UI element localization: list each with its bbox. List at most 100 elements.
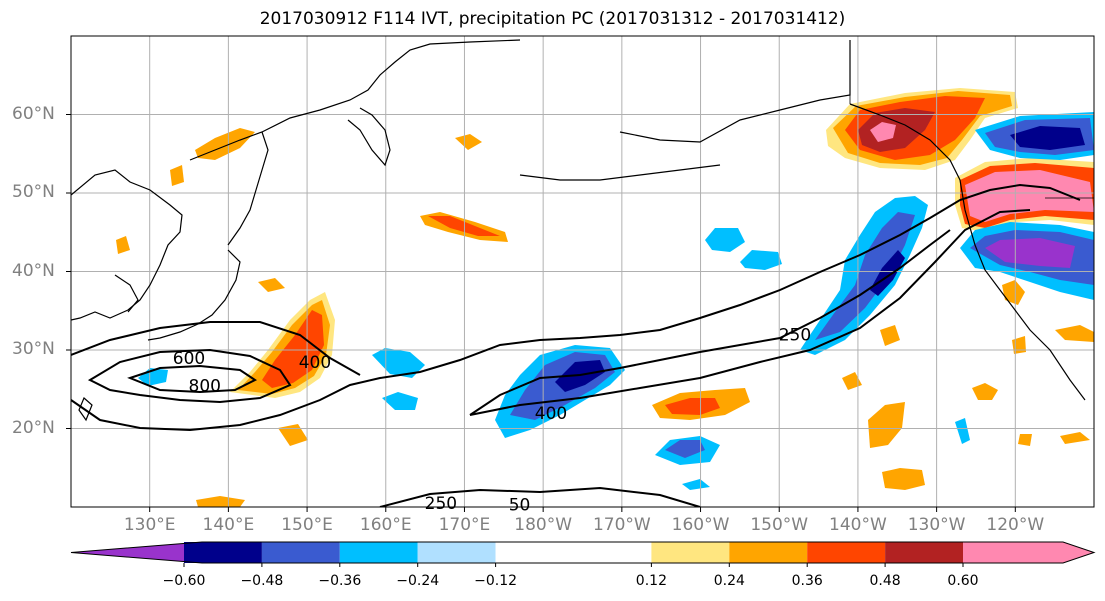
coast-asia-mainland bbox=[71, 169, 183, 321]
ivt-contour-label: 800 bbox=[189, 376, 221, 396]
shade-pos-alaska-core bbox=[858, 108, 935, 152]
colorbar-swatch bbox=[885, 542, 963, 563]
colorbar bbox=[70, 541, 1096, 567]
lon-label: 160°E bbox=[359, 515, 412, 535]
shade-neg-band-core bbox=[870, 250, 905, 296]
coast-kamchatka bbox=[347, 107, 391, 167]
coast-japan bbox=[147, 249, 241, 341]
shade-pos-small-19 bbox=[1018, 434, 1032, 446]
colorbar-swatch bbox=[184, 542, 262, 563]
lon-label: 150°E bbox=[281, 515, 333, 535]
coast-aleutians bbox=[519, 164, 721, 181]
lon-label: 140°W bbox=[829, 515, 887, 535]
colorbar-tick-label: 0.24 bbox=[713, 573, 745, 589]
lon-label: 130°E bbox=[123, 515, 176, 535]
ivt-contour-250-south bbox=[379, 486, 701, 507]
coast-alaska-south bbox=[849, 103, 1086, 401]
colorbar-tick-label: −0.48 bbox=[240, 573, 284, 589]
ivt-contour-label: 600 bbox=[173, 349, 205, 369]
ivt-contour-label: 250 bbox=[779, 325, 811, 345]
shade-neg-small-3 bbox=[372, 348, 425, 378]
coast-asia-north bbox=[189, 39, 521, 161]
colorbar-swatch bbox=[651, 542, 730, 563]
lon-label: 140°E bbox=[202, 515, 255, 535]
lat-label: 30°N bbox=[12, 339, 55, 359]
precipitation-pc-shading bbox=[116, 88, 1094, 507]
colorbar-swatch bbox=[71, 542, 202, 563]
colorbar-swatch bbox=[339, 542, 418, 563]
lon-label: 170°W bbox=[592, 515, 651, 535]
colorbar-tick-label: −0.12 bbox=[474, 573, 518, 589]
colorbar-swatch bbox=[729, 542, 808, 563]
colorbar-tick-label: 0.12 bbox=[635, 573, 667, 589]
colorbar-swatch bbox=[807, 542, 886, 563]
shade-neg-small-4 bbox=[382, 392, 418, 410]
shade-pos-alaska-peak bbox=[870, 122, 896, 142]
shade-pos-small-15 bbox=[116, 236, 130, 254]
colorbar-outline bbox=[70, 541, 1096, 564]
ivt-contour-800 bbox=[127, 364, 257, 394]
colorbar-tick-label: 0.48 bbox=[869, 573, 901, 589]
map-gridlines bbox=[71, 36, 1094, 507]
shade-pos-small-18 bbox=[880, 325, 900, 346]
shade-neg-band-mid bbox=[815, 212, 915, 340]
coast-asia-east bbox=[227, 131, 269, 246]
lat-label: 20°N bbox=[12, 417, 55, 438]
shade-neg-south-2 bbox=[955, 418, 970, 444]
country-borders bbox=[849, 40, 1094, 199]
lat-label: 40°N bbox=[12, 260, 55, 281]
shade-pos-small-14 bbox=[170, 165, 184, 186]
ivt-contour-250-north bbox=[71, 321, 361, 376]
colorbar-tick-label: 0.36 bbox=[791, 573, 823, 589]
shade-neg-uswest-core bbox=[985, 238, 1075, 268]
shade-pos-small-13 bbox=[258, 278, 285, 292]
shade-neg-canada-core bbox=[1010, 126, 1085, 150]
coast-korea bbox=[114, 274, 139, 313]
ivt-contour-250-west bbox=[71, 183, 1081, 432]
ivt-contour-label: 250 bbox=[425, 494, 457, 514]
lon-label: 120°W bbox=[986, 515, 1045, 535]
lat-label: 50°N bbox=[12, 182, 55, 202]
ivt-contour-400-east bbox=[469, 229, 951, 416]
axis-ticks bbox=[66, 114, 1016, 512]
ivt-contour-labels: 600 800 400 250 400 250 50 bbox=[173, 325, 811, 516]
colorbar-tick-label: −0.60 bbox=[162, 573, 206, 589]
lon-label: 180°W bbox=[514, 515, 573, 535]
lon-label: 130°W bbox=[907, 515, 966, 535]
shade-neg-small-2 bbox=[740, 250, 782, 270]
colorbar-swatch bbox=[963, 542, 1094, 563]
ivt-contours bbox=[71, 183, 1081, 507]
ivt-contour-label: 400 bbox=[299, 353, 331, 373]
colorbar-swatch bbox=[261, 542, 340, 563]
colorbar-tick-label: −0.36 bbox=[318, 573, 362, 589]
shade-neg-south-1b bbox=[665, 440, 705, 458]
shade-pos-small-12 bbox=[196, 496, 245, 507]
colorbar-tick-label: 0.60 bbox=[947, 573, 979, 589]
coastlines bbox=[71, 39, 1086, 422]
shade-pos-small-6 bbox=[972, 383, 998, 400]
map-title: 2017030912 F114 IVT, precipitation PC (2… bbox=[259, 9, 846, 29]
lon-label: 150°W bbox=[750, 515, 809, 535]
shade-pos-small-10 bbox=[842, 372, 862, 390]
shade-pos-pnw-core bbox=[965, 170, 1094, 222]
colorbar-tick-label: −0.24 bbox=[396, 573, 440, 589]
lat-label: 60°N bbox=[12, 103, 55, 124]
coast-alaska bbox=[619, 40, 851, 143]
shade-neg-small-1 bbox=[705, 228, 745, 252]
shade-pos-small-9 bbox=[1060, 432, 1090, 444]
shade-pos-small-11 bbox=[455, 134, 482, 150]
shade-pos-small-8 bbox=[1055, 325, 1094, 342]
ivt-contour-600 bbox=[87, 348, 292, 404]
shade-pos-small-7 bbox=[1002, 280, 1025, 305]
colorbar-swatch bbox=[495, 542, 652, 563]
shade-pos-small-16 bbox=[278, 424, 308, 446]
shade-neg-south-3 bbox=[682, 479, 710, 490]
colorbar-swatch bbox=[417, 542, 496, 563]
shade-pos-small-5 bbox=[882, 468, 925, 490]
shade-pos-small-4 bbox=[868, 402, 905, 448]
shade-pos-small-3b bbox=[665, 398, 720, 415]
ivt-contour-label: 50 bbox=[509, 496, 531, 516]
lon-label: 160°W bbox=[671, 515, 730, 535]
ivt-contour-400-closed bbox=[469, 209, 1031, 416]
